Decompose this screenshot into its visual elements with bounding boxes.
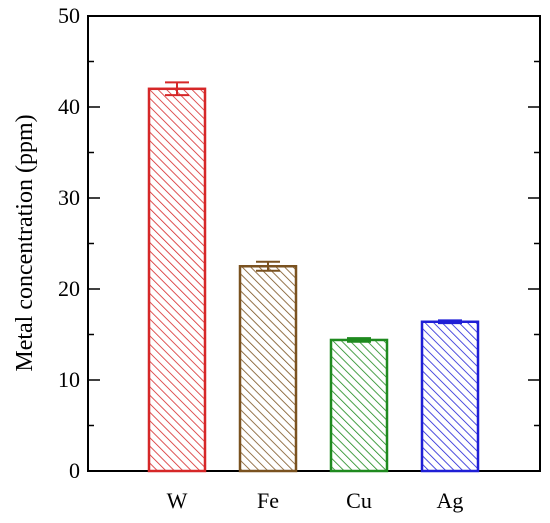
y-axis-ticks: 0 10 20 30 40 50 xyxy=(58,3,540,483)
y-tick-label-30: 30 xyxy=(58,185,80,210)
y-tick-label-0: 0 xyxy=(69,458,80,483)
y-axis-label: Metal concentration (ppm) xyxy=(12,114,38,371)
bar-w xyxy=(147,87,207,473)
bar-ag xyxy=(420,320,480,473)
y-tick-label-50: 50 xyxy=(58,3,80,28)
y-tick-label-10: 10 xyxy=(58,367,80,392)
x-tick-label-w: W xyxy=(167,488,188,513)
bar-cu xyxy=(329,338,389,473)
y-tick-label-20: 20 xyxy=(58,276,80,301)
x-tick-label-fe: Fe xyxy=(257,488,279,513)
y-tick-label-40: 40 xyxy=(58,94,80,119)
x-axis-tick-labels: W Fe Cu Ag xyxy=(167,488,464,513)
bars xyxy=(147,81,480,473)
x-tick-label-ag: Ag xyxy=(437,488,464,513)
x-tick-label-cu: Cu xyxy=(346,488,372,513)
bar-fe xyxy=(238,265,298,473)
